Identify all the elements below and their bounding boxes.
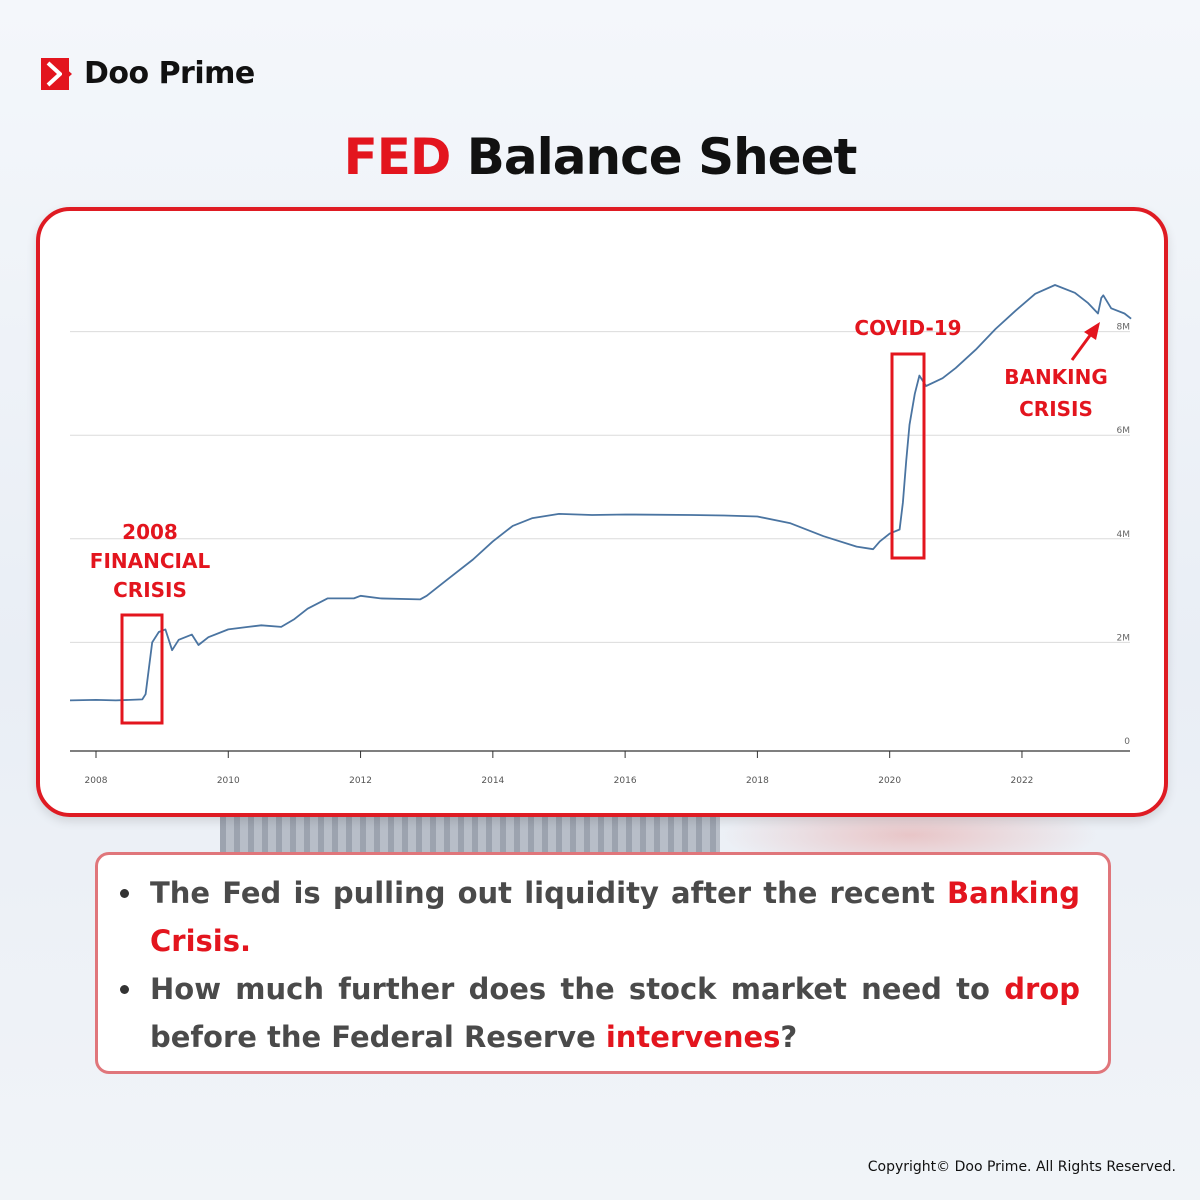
title-rest: Balance Sheet [450,128,858,186]
bullet-list: The Fed is pulling out liquidity after t… [120,869,1080,1061]
x-tick-label: 2022 [1011,776,1034,786]
bullet2-highlight1: drop [1004,972,1080,1006]
y-tick-label: 2M [1117,633,1131,643]
x-tick-label: 2012 [349,776,372,786]
annotation-box-covid [890,352,926,560]
x-tick-label: 2016 [614,776,637,786]
bullet2-text1: How much further does the stock market n… [150,972,1005,1006]
annotation-label: BANKING [1004,365,1108,389]
fed-balance-chart: 0 2M 4M 6M 8M 2008 2010 2012 2014 2016 2018 2020 202… [70,238,1139,798]
bullet2-highlight2: intervenes [605,1020,781,1054]
annotation-arrow-head [1084,322,1100,340]
bullet-item-1: The Fed is pulling out liquidity after t… [120,869,1080,965]
bullet2-text3: ? [780,1020,798,1054]
brand-logo: Doo Prime [40,56,255,91]
annotation-box-2008 [120,613,164,725]
annotation-label: COVID-19 [854,316,961,340]
balance-sheet-line [70,284,1132,702]
x-tick-label: 2018 [746,776,769,786]
chart-background [70,238,1139,798]
x-tick-label: 2010 [217,776,240,786]
info-box: The Fed is pulling out liquidity after t… [95,852,1111,1074]
bullet2-text2: before the Federal Reserve [150,1020,606,1054]
logo-icon [41,57,72,90]
annotation-label: CRISIS [1019,397,1093,421]
y-tick-label: 8M [1117,323,1131,333]
copyright-text: Copyright© Doo Prime. All Rights Reserve… [867,1159,1176,1175]
brand-name: Doo Prime [84,56,255,91]
annotation-label: 2008 [122,520,178,544]
y-tick-label: 6M [1117,426,1131,436]
annotation-label: CRISIS [113,578,187,602]
bullet1-text: The Fed is pulling out liquidity after t… [150,876,948,910]
annotation-label: FINANCIAL [90,549,211,573]
page-title: FED Balance Sheet [0,128,1200,186]
y-tick-label: 0 [1124,737,1130,747]
x-tick-label: 2020 [878,776,901,786]
y-tick-label: 4M [1117,530,1131,540]
x-tick-label: 2008 [85,776,108,786]
bullet-item-2: How much further does the stock market n… [120,965,1080,1061]
bullet1-highlight: Banking Crisis. [150,876,1080,958]
x-tick-label: 2014 [481,776,504,786]
title-accent: FED [343,128,452,186]
